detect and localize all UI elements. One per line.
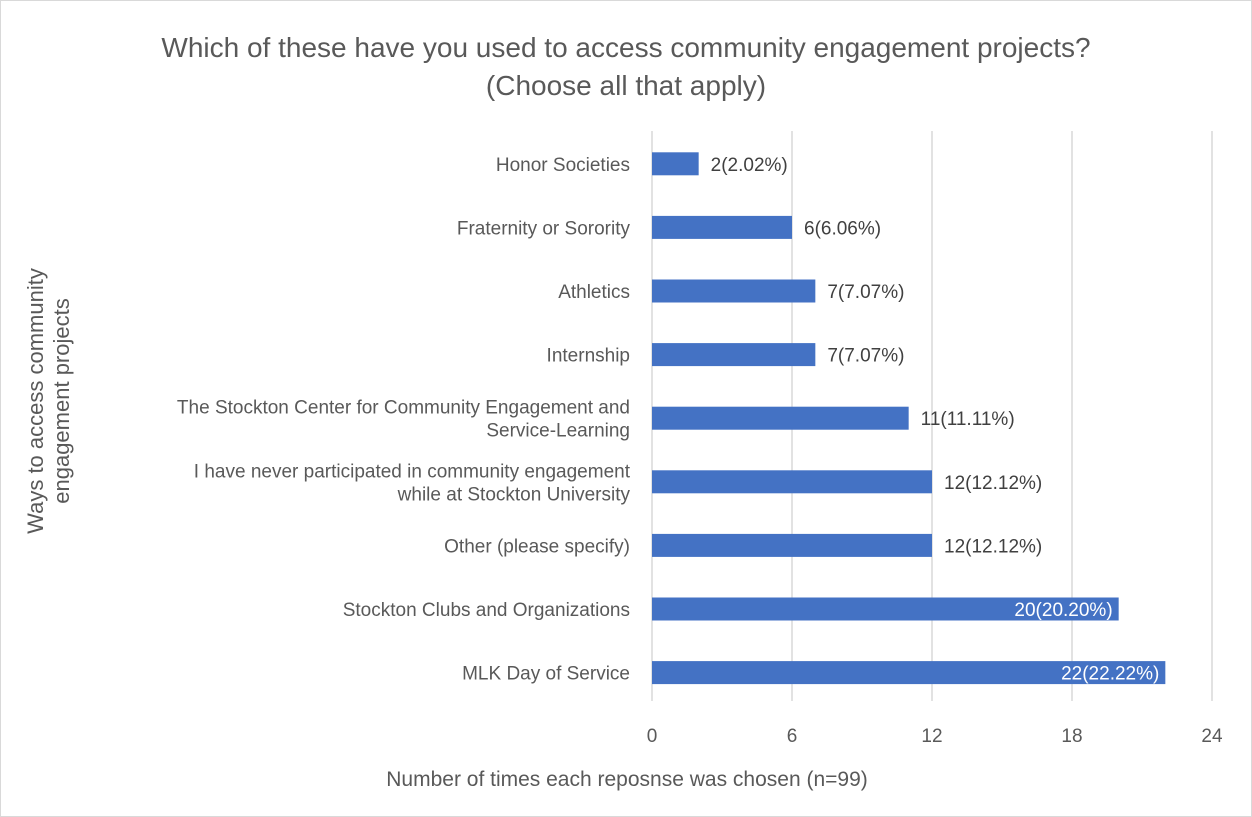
data-label: 2(2.02%) xyxy=(711,155,788,176)
chart-title-line-2: (Choose all that apply) xyxy=(485,70,767,101)
x-axis-title: Number of times each reposnse was chosen… xyxy=(386,768,868,791)
category-label: Internship xyxy=(547,346,630,367)
data-label: 22(22.22%) xyxy=(1061,664,1159,685)
bar xyxy=(652,533,932,557)
x-tick-label: 6 xyxy=(787,726,798,747)
data-label: 12(12.12%) xyxy=(944,536,1042,557)
x-tick-label: 18 xyxy=(1061,726,1082,747)
data-label: 7(7.07%) xyxy=(827,282,904,303)
bar xyxy=(652,406,909,430)
data-label: 6(6.06%) xyxy=(804,218,881,239)
bar xyxy=(652,661,1166,685)
data-label: 7(7.07%) xyxy=(827,346,904,367)
bar xyxy=(652,215,792,239)
category-label: Athletics xyxy=(558,282,630,303)
bar xyxy=(652,343,816,367)
bar xyxy=(652,279,816,303)
chart-title: Which of these have you used to access c… xyxy=(1,29,1251,105)
bar xyxy=(652,597,1119,621)
category-label: The Stockton Center for Community Engage… xyxy=(177,398,630,442)
category-label: Stockton Clubs and Organizations xyxy=(343,600,630,621)
category-label: MLK Day of Service xyxy=(462,664,630,685)
bar xyxy=(652,470,932,494)
category-label: Fraternity or Sorority xyxy=(457,218,631,239)
data-label: 12(12.12%) xyxy=(944,473,1042,494)
category-label: Other (please specify) xyxy=(444,536,630,557)
x-tick-label: 12 xyxy=(921,726,942,747)
data-label: 20(20.20%) xyxy=(1014,600,1112,621)
x-tick-label: 0 xyxy=(647,726,658,747)
chart-title-line-1: Which of these have you used to access c… xyxy=(161,32,1091,63)
category-label: Honor Societies xyxy=(496,155,630,176)
category-label: I have never participated in community e… xyxy=(194,461,631,505)
x-tick-label: 24 xyxy=(1201,726,1223,747)
bar xyxy=(652,152,699,176)
data-label: 11(11.11%) xyxy=(921,409,1015,430)
